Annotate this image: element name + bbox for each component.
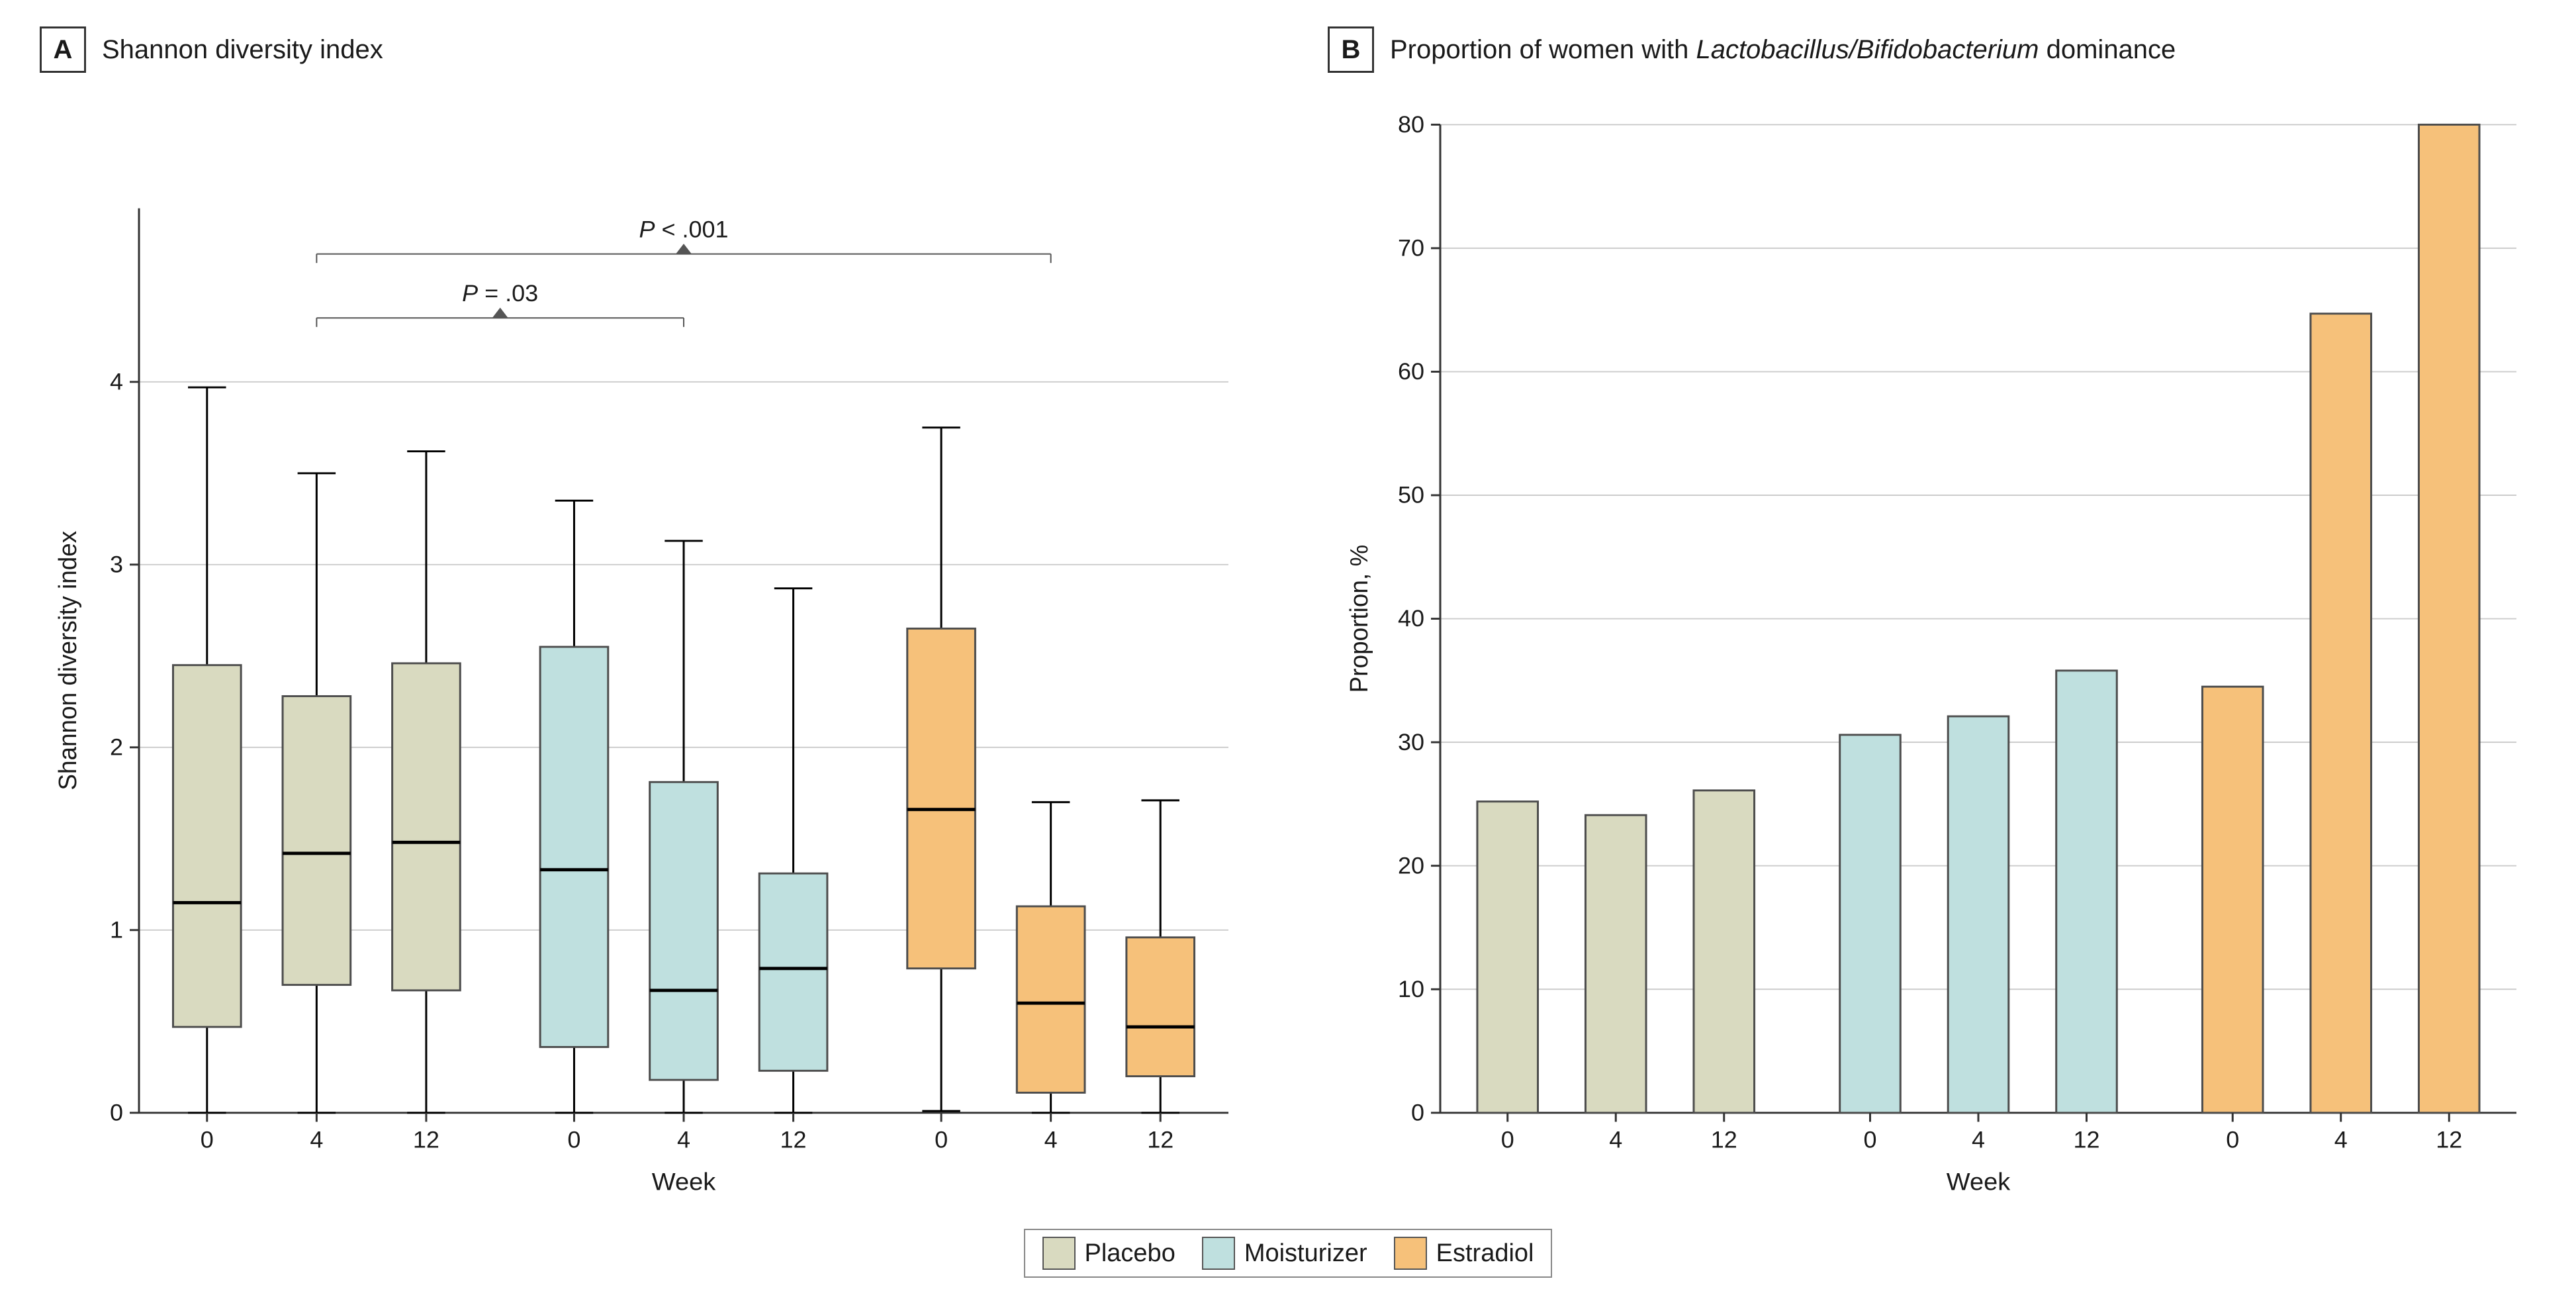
svg-text:12: 12 xyxy=(1711,1127,1737,1153)
legend-item: Placebo xyxy=(1042,1237,1175,1270)
svg-text:4: 4 xyxy=(677,1127,690,1153)
svg-text:4: 4 xyxy=(1609,1127,1622,1153)
svg-text:40: 40 xyxy=(1398,606,1424,632)
svg-text:0: 0 xyxy=(935,1127,948,1153)
panel-b-title-prefix: Proportion of women with xyxy=(1390,35,1696,64)
panel-a-header: A Shannon diversity index xyxy=(40,26,1248,73)
panel-b-title-suffix: dominance xyxy=(2039,35,2176,64)
svg-text:0: 0 xyxy=(110,1100,123,1125)
legend-row: Placebo Moisturizer Estradiol xyxy=(40,1229,2536,1278)
panel-a: A Shannon diversity index 01234041204120… xyxy=(40,26,1248,1222)
panel-b-header: B Proportion of women with Lactobacillus… xyxy=(1328,26,2536,73)
svg-text:Week: Week xyxy=(1947,1168,2011,1195)
svg-text:4: 4 xyxy=(310,1127,323,1153)
svg-text:10: 10 xyxy=(1398,976,1424,1002)
svg-text:P < .001: P < .001 xyxy=(639,216,728,242)
svg-text:Proportion, %: Proportion, % xyxy=(1345,545,1373,693)
svg-text:0: 0 xyxy=(1411,1100,1424,1125)
panel-b-title-italic: Lactobacillus/Bifidobacterium xyxy=(1696,35,2039,64)
svg-text:50: 50 xyxy=(1398,482,1424,508)
svg-text:Shannon diversity index: Shannon diversity index xyxy=(54,530,82,790)
svg-text:0: 0 xyxy=(1501,1127,1514,1153)
svg-text:0: 0 xyxy=(2226,1127,2239,1153)
legend-box: Placebo Moisturizer Estradiol xyxy=(1024,1229,1553,1278)
svg-text:2: 2 xyxy=(110,734,123,760)
svg-text:70: 70 xyxy=(1398,235,1424,261)
panel-b: B Proportion of women with Lactobacillus… xyxy=(1328,26,2536,1222)
svg-text:0: 0 xyxy=(201,1127,214,1153)
svg-text:60: 60 xyxy=(1398,359,1424,385)
legend-label: Placebo xyxy=(1085,1239,1175,1268)
panel-a-chart-area: 01234041204120412P = .03P < .001WeekShan… xyxy=(40,86,1248,1222)
svg-text:0: 0 xyxy=(1863,1127,1876,1153)
svg-text:4: 4 xyxy=(110,369,123,395)
svg-text:12: 12 xyxy=(413,1127,439,1153)
svg-text:4: 4 xyxy=(1044,1127,1058,1153)
svg-text:12: 12 xyxy=(1147,1127,1173,1153)
panel-a-svg: 01234041204120412P = .03P < .001WeekShan… xyxy=(40,86,1248,1222)
panel-a-title: Shannon diversity index xyxy=(102,35,383,65)
legend-label: Estradiol xyxy=(1436,1239,1534,1268)
legend-swatch xyxy=(1202,1237,1235,1270)
svg-text:80: 80 xyxy=(1398,111,1424,137)
svg-text:4: 4 xyxy=(1972,1127,1985,1153)
panels-row: A Shannon diversity index 01234041204120… xyxy=(40,26,2536,1222)
legend-item: Moisturizer xyxy=(1202,1237,1367,1270)
svg-text:12: 12 xyxy=(2436,1127,2462,1153)
panel-b-letter: B xyxy=(1328,26,1374,73)
svg-text:3: 3 xyxy=(110,551,123,577)
figure: A Shannon diversity index 01234041204120… xyxy=(0,0,2576,1291)
panel-a-letter: A xyxy=(40,26,86,73)
svg-text:4: 4 xyxy=(2334,1127,2348,1153)
legend-swatch xyxy=(1042,1237,1076,1270)
svg-text:P = .03: P = .03 xyxy=(462,280,538,306)
svg-text:20: 20 xyxy=(1398,853,1424,879)
legend-item: Estradiol xyxy=(1394,1237,1534,1270)
svg-text:1: 1 xyxy=(110,917,123,943)
svg-text:30: 30 xyxy=(1398,729,1424,755)
legend-label: Moisturizer xyxy=(1244,1239,1367,1268)
panel-b-title: Proportion of women with Lactobacillus/B… xyxy=(1390,35,2176,65)
svg-text:12: 12 xyxy=(2073,1127,2099,1153)
svg-text:Week: Week xyxy=(652,1168,716,1195)
legend-swatch xyxy=(1394,1237,1427,1270)
panel-b-svg: 0 10 20 30 40 50 60 70 80 0 4 12 0 4 12 0 4 12 Week Proport… xyxy=(1328,86,2536,1222)
svg-text:12: 12 xyxy=(780,1127,807,1153)
panel-b-chart-area: 0 10 20 30 40 50 60 70 80 0 4 12 0 4 12 0 4 12 Week Proport… xyxy=(1328,86,2536,1222)
svg-text:0: 0 xyxy=(567,1127,580,1153)
